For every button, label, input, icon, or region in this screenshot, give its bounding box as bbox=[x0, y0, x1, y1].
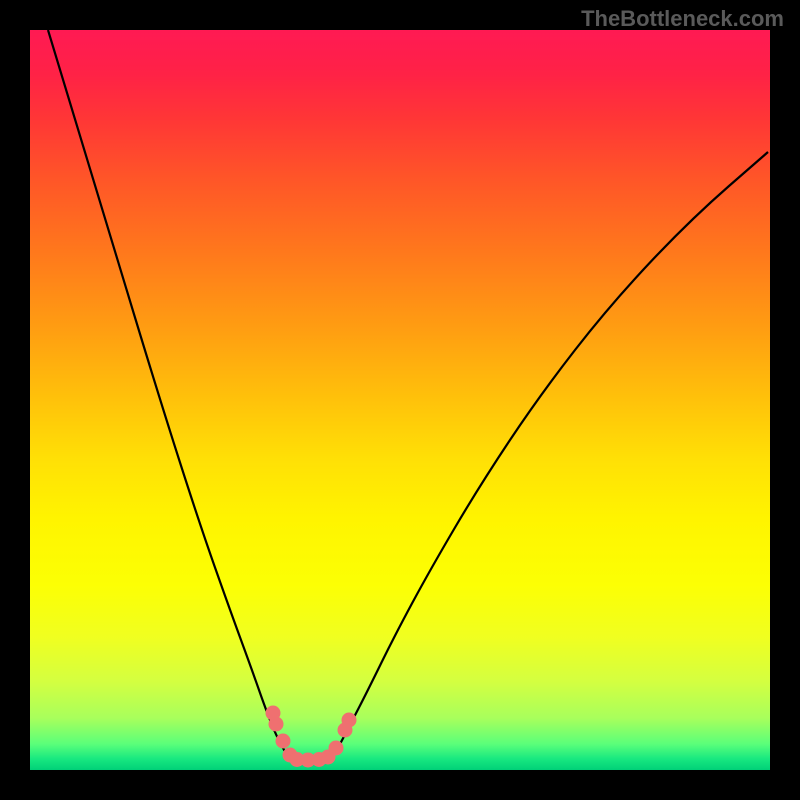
valley-markers bbox=[266, 706, 357, 768]
v-curve bbox=[48, 30, 768, 760]
marker-point bbox=[329, 741, 344, 756]
marker-point bbox=[276, 734, 291, 749]
marker-point bbox=[269, 717, 284, 732]
plot-area bbox=[30, 30, 770, 770]
watermark-text: TheBottleneck.com bbox=[581, 6, 784, 31]
watermark: TheBottleneck.com bbox=[581, 6, 784, 32]
marker-point bbox=[342, 713, 357, 728]
curve-overlay bbox=[30, 30, 770, 770]
